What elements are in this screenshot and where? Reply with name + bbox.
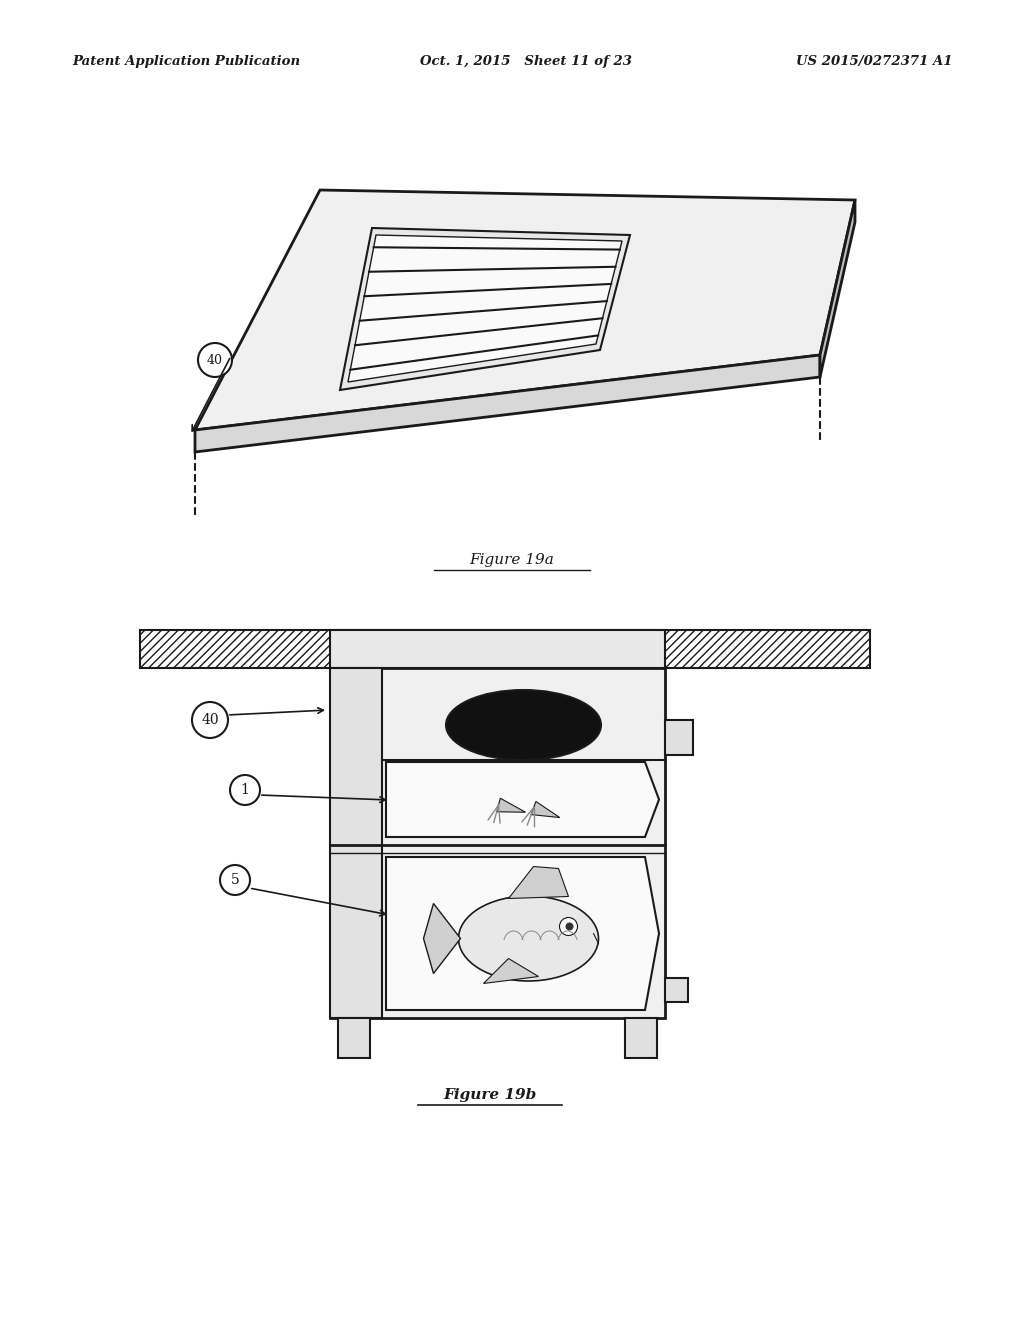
Polygon shape <box>497 799 525 812</box>
Polygon shape <box>665 719 693 755</box>
Text: 40: 40 <box>207 354 223 367</box>
Polygon shape <box>330 630 665 668</box>
Polygon shape <box>820 201 855 378</box>
Circle shape <box>559 917 578 936</box>
Polygon shape <box>340 228 630 389</box>
Text: Oct. 1, 2015   Sheet 11 of 23: Oct. 1, 2015 Sheet 11 of 23 <box>420 55 632 69</box>
Text: 40: 40 <box>201 713 219 727</box>
Polygon shape <box>330 668 665 1018</box>
Text: 5: 5 <box>230 873 240 887</box>
Text: US 2015/0272371 A1: US 2015/0272371 A1 <box>796 55 952 69</box>
Ellipse shape <box>459 896 598 981</box>
Circle shape <box>565 923 573 931</box>
Polygon shape <box>338 1018 370 1059</box>
Polygon shape <box>140 630 870 668</box>
Circle shape <box>230 775 260 805</box>
Polygon shape <box>386 857 659 1010</box>
Polygon shape <box>195 190 855 430</box>
Polygon shape <box>330 668 382 1018</box>
Polygon shape <box>424 903 461 974</box>
Polygon shape <box>195 355 820 451</box>
Text: 1: 1 <box>241 783 250 797</box>
Polygon shape <box>386 762 659 837</box>
Text: Figure 19a: Figure 19a <box>470 553 554 568</box>
Polygon shape <box>531 801 560 817</box>
Text: Figure 19b: Figure 19b <box>443 1088 537 1102</box>
Polygon shape <box>625 1018 657 1059</box>
Polygon shape <box>483 958 539 983</box>
Circle shape <box>198 343 232 378</box>
Circle shape <box>193 702 228 738</box>
Polygon shape <box>509 866 568 899</box>
Text: Patent Application Publication: Patent Application Publication <box>72 55 300 69</box>
Polygon shape <box>665 978 688 1002</box>
Ellipse shape <box>446 690 601 760</box>
Polygon shape <box>348 235 622 381</box>
Circle shape <box>220 865 250 895</box>
